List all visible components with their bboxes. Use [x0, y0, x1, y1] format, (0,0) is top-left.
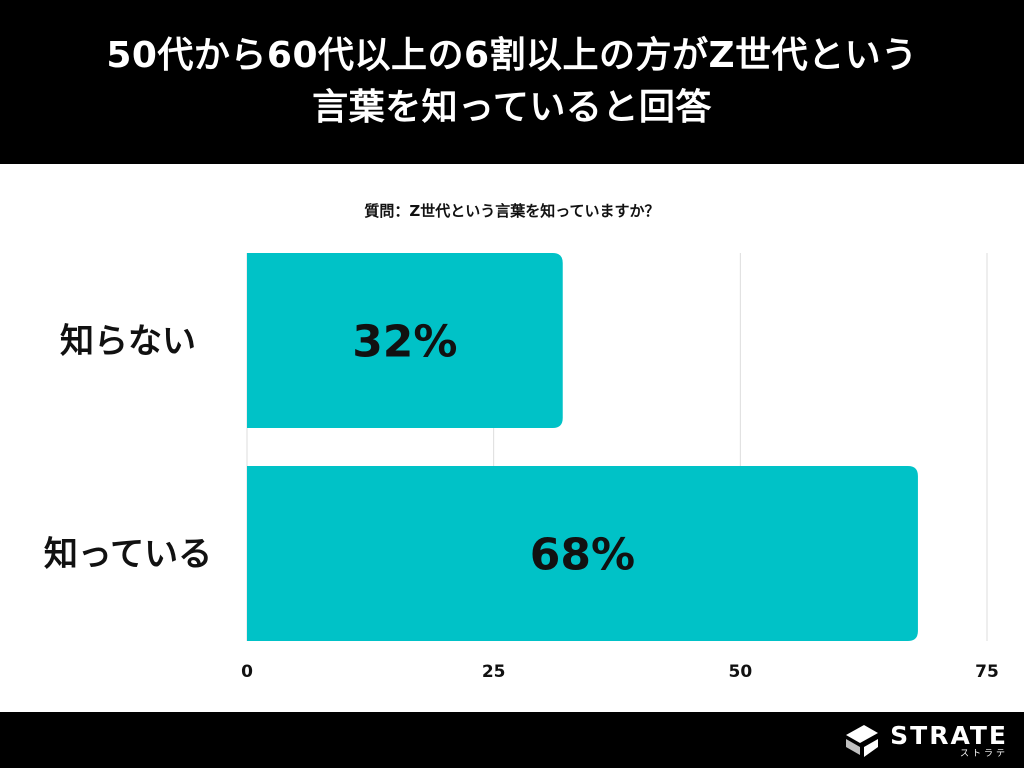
x-tick-label-50: 50 — [728, 662, 752, 682]
x-tick-label-75: 75 — [975, 662, 999, 682]
x-tick-label-25: 25 — [482, 662, 506, 682]
bar-chart: 32% 知らない 68% 知っている 0 25 50 75 — [44, 253, 999, 682]
strate-logo-icon — [846, 725, 879, 757]
strate-logo: STRATE ストラテ — [842, 718, 1008, 764]
bar-1 — [247, 466, 918, 641]
bar-value-label-1: 68% — [530, 530, 635, 581]
x-tick-label-0: 0 — [241, 662, 253, 682]
bar-value-label-0: 32% — [352, 317, 457, 368]
category-label-0: 知らない — [60, 322, 196, 362]
logo-wordmark: STRATE — [890, 721, 1008, 750]
header-banner: 50代から60代以上の6割以上の方がZ世代という 言葉を知っていると回答 — [0, 0, 1024, 164]
logo-kana: ストラテ — [959, 749, 1008, 759]
bar-0 — [247, 253, 563, 428]
category-label-1: 知っている — [44, 535, 212, 575]
page-title-line-2: 言葉を知っていると回答 — [312, 87, 712, 128]
question-text: 質問：Z世代という言葉を知っていますか？ — [364, 202, 660, 220]
page-title-line-1: 50代から60代以上の6割以上の方がZ世代という — [106, 35, 918, 76]
footer-bar: STRATE ストラテ — [0, 712, 1024, 768]
